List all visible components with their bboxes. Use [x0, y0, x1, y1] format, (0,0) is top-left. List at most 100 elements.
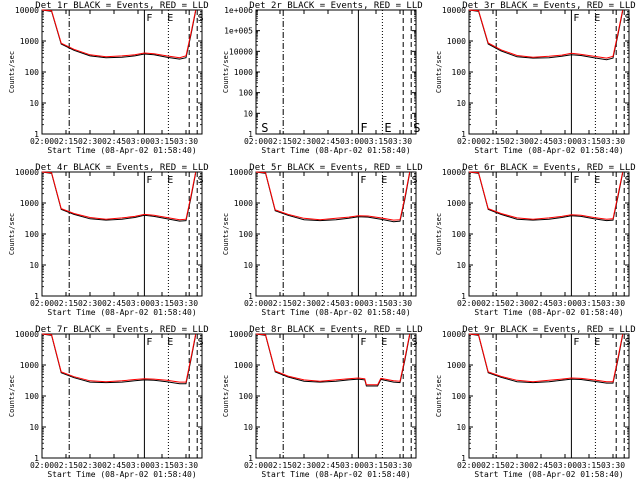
x-tick-label: 03:15	[364, 137, 388, 146]
x-tick-label: 03:00	[553, 137, 577, 146]
y-tick-label: 100	[452, 68, 467, 77]
x-tick-label: 02:45	[529, 137, 553, 146]
y-tick-label: 10	[456, 99, 466, 108]
y-tick-label: 1e+006	[224, 6, 253, 15]
marker-label: S	[198, 175, 204, 186]
events-series-line	[255, 333, 411, 387]
y-tick-label: 10	[456, 261, 466, 270]
x-tick-label: 02:15	[481, 461, 505, 470]
lld-series-line	[468, 333, 624, 383]
plot-frame	[41, 171, 203, 297]
x-tick-label: 02:30	[78, 461, 102, 470]
y-tick-label: 10000	[15, 168, 39, 177]
marker-label: S	[261, 121, 268, 135]
marker-label: S	[198, 13, 204, 24]
x-axis-label: Start Time (08-Apr-02 01:58:40)	[47, 308, 196, 317]
marker-label: E	[594, 337, 600, 348]
y-tick-label: 10	[243, 109, 253, 118]
y-axis-label: Counts/sec	[435, 213, 443, 255]
y-tick-label: 10000	[442, 168, 466, 177]
plot-frame	[468, 333, 630, 459]
y-tick-label: 100	[25, 392, 40, 401]
x-tick-label: 02:45	[529, 299, 553, 308]
y-tick-label: 1	[461, 130, 466, 139]
x-tick-label: 02:15	[54, 299, 78, 308]
y-tick-label: 1000	[20, 361, 39, 370]
x-tick-label: 02:45	[102, 461, 126, 470]
lld-series-line	[468, 9, 624, 59]
x-tick-label: 03:30	[601, 299, 625, 308]
x-tick-label: 03:00	[340, 137, 364, 146]
x-axis-label: Start Time (08-Apr-02 01:58:40)	[47, 470, 196, 479]
y-tick-label: 10	[243, 423, 253, 432]
y-axis-label: Counts/sec	[222, 213, 230, 255]
marker-label: F	[573, 337, 579, 348]
x-tick-label: 03:00	[553, 299, 577, 308]
x-tick-label: 03:30	[601, 137, 625, 146]
lld-series-line	[255, 171, 411, 221]
y-tick-label: 1000	[234, 199, 253, 208]
marker-label: E	[381, 175, 387, 186]
x-tick-label: 02:30	[78, 299, 102, 308]
y-tick-label: 1000	[234, 361, 253, 370]
panel-2: Det 2r BLACK = Events, RED = LLD 1 10 100 10…	[222, 1, 423, 155]
marker-label: S	[625, 175, 631, 186]
panel-title: Det 8r BLACK = Events, RED = LLD	[249, 325, 422, 335]
panel-title: Det 2r BLACK = Events, RED = LLD	[249, 1, 422, 11]
y-tick-label: 100	[25, 68, 40, 77]
y-tick-label: 10000	[15, 330, 39, 339]
marker-label: S	[413, 121, 420, 135]
x-tick-label: 02:30	[292, 299, 316, 308]
y-tick-label: 1	[461, 454, 466, 463]
marker-label: E	[167, 175, 173, 186]
events-series-line	[468, 9, 624, 61]
marker-label: F	[146, 175, 152, 186]
y-tick-label: 100	[239, 89, 254, 98]
y-tick-label: 100	[452, 230, 467, 239]
x-tick-label: 03:00	[126, 299, 150, 308]
panel-1: Det 1r BLACK = Events, RED = LLD 1 10 100 10…	[8, 1, 209, 155]
x-tick-label: 03:30	[174, 299, 198, 308]
panel-title: Det 6r BLACK = Events, RED = LLD	[462, 163, 635, 173]
x-axis-label: Start Time (08-Apr-02 01:58:40)	[261, 146, 410, 155]
y-tick-label: 1	[248, 454, 253, 463]
x-tick-label: 02:45	[102, 137, 126, 146]
y-tick-label: 10	[29, 261, 39, 270]
x-tick-label: 03:30	[174, 461, 198, 470]
panel-9: Det 9r BLACK = Events, RED = LLD 1 10 100 10…	[435, 325, 636, 479]
y-tick-label: 10	[29, 99, 39, 108]
plot-frame	[255, 333, 417, 459]
marker-label: S	[198, 337, 204, 348]
events-series-line	[468, 171, 624, 222]
x-tick-label: 02:30	[78, 137, 102, 146]
x-tick-label: 03:15	[364, 461, 388, 470]
lld-series-line	[468, 171, 624, 220]
x-tick-label: 03:00	[340, 299, 364, 308]
x-axis-label: Start Time (08-Apr-02 01:58:40)	[261, 470, 410, 479]
x-tick-label: 03:00	[126, 137, 150, 146]
marker-label: E	[594, 175, 600, 186]
marker-label: S	[625, 337, 631, 348]
y-tick-label: 100	[239, 230, 254, 239]
x-tick-label: 02:15	[54, 461, 78, 470]
y-tick-label: 1	[248, 130, 253, 139]
y-tick-label: 10000	[15, 6, 39, 15]
x-tick-label: 02:30	[292, 461, 316, 470]
y-tick-label: 10000	[442, 330, 466, 339]
plot-frame	[255, 171, 417, 297]
y-tick-label: 10000	[229, 168, 253, 177]
panel-title: Det 1r BLACK = Events, RED = LLD	[35, 1, 208, 11]
events-series-line	[41, 171, 197, 222]
plot-frame	[468, 171, 630, 297]
y-axis-label: Counts/sec	[222, 51, 230, 93]
x-tick-label: 02:30	[292, 137, 316, 146]
x-tick-label: 03:30	[388, 461, 412, 470]
x-tick-label: 03:15	[577, 299, 601, 308]
y-tick-label: 1	[34, 130, 39, 139]
x-tick-label: 02:30	[505, 137, 529, 146]
x-tick-label: 02:00	[457, 137, 481, 146]
x-tick-label: 02:15	[268, 137, 292, 146]
x-tick-label: 02:45	[529, 461, 553, 470]
x-tick-label: 02:00	[244, 299, 268, 308]
